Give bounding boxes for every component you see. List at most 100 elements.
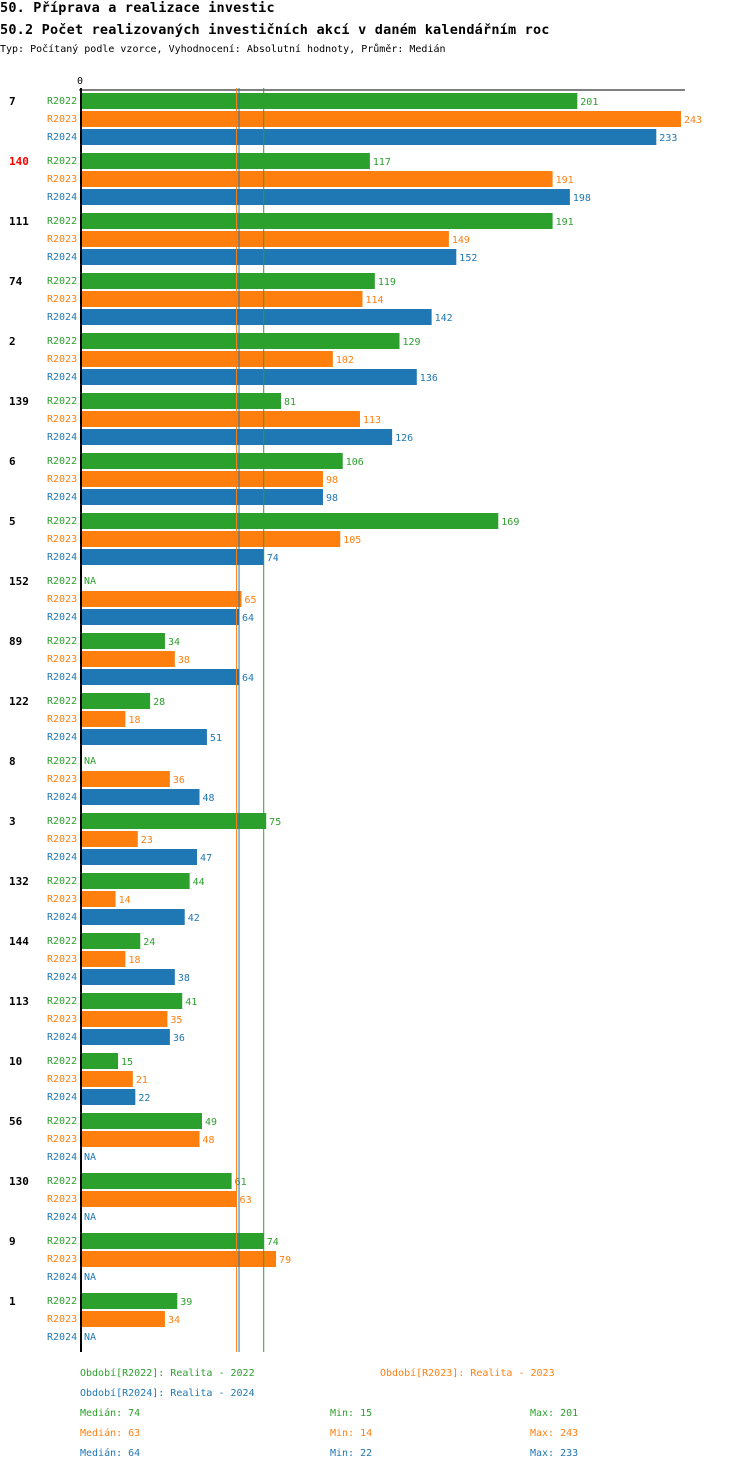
legend-period-2022: Období[R2022]: Realita - 2022 xyxy=(80,1368,255,1379)
na-label: NA xyxy=(84,1212,96,1223)
data-label: 18 xyxy=(128,955,140,966)
series-label: R2024 xyxy=(47,552,77,563)
series-label: R2024 xyxy=(47,612,77,623)
bar xyxy=(82,1071,133,1087)
bar xyxy=(82,1311,165,1327)
bar xyxy=(82,369,417,385)
series-label: R2023 xyxy=(47,1014,77,1025)
series-label: R2024 xyxy=(47,1332,77,1343)
bar xyxy=(82,669,240,685)
bar xyxy=(82,351,333,367)
data-label: 117 xyxy=(373,157,391,168)
bar xyxy=(82,993,183,1009)
data-label: 41 xyxy=(185,997,197,1008)
bar xyxy=(82,189,570,205)
data-label: 38 xyxy=(178,973,190,984)
bar xyxy=(82,273,375,289)
series-label: R2022 xyxy=(47,456,77,467)
data-label: 81 xyxy=(284,397,296,408)
series-label: R2023 xyxy=(47,354,77,365)
category-label: 132 xyxy=(9,875,29,888)
data-label: 28 xyxy=(153,697,165,708)
data-label: 61 xyxy=(235,1177,247,1188)
bar xyxy=(82,453,343,469)
bar xyxy=(82,153,370,169)
data-label: 34 xyxy=(168,1315,180,1326)
bar xyxy=(82,951,126,967)
series-label: R2023 xyxy=(47,234,77,245)
series-label: R2022 xyxy=(47,876,77,887)
bar xyxy=(82,849,198,865)
bar xyxy=(82,909,185,925)
series-label: R2022 xyxy=(47,156,77,167)
data-label: 169 xyxy=(501,517,519,528)
data-label: 44 xyxy=(193,877,205,888)
series-label: R2022 xyxy=(47,1296,77,1307)
series-label: R2024 xyxy=(47,252,77,263)
bar xyxy=(82,633,165,649)
series-label: R2022 xyxy=(47,216,77,227)
x-axis-zero-label: 0 xyxy=(77,76,83,87)
series-label: R2024 xyxy=(47,1212,77,1223)
series-label: R2023 xyxy=(47,774,77,785)
data-label: 98 xyxy=(326,475,338,486)
data-label: 119 xyxy=(378,277,396,288)
category-label: 3 xyxy=(9,815,16,828)
stat-max-2022: Max: 201 xyxy=(530,1408,579,1419)
stat-max-2023: Max: 243 xyxy=(530,1428,579,1439)
data-label: 129 xyxy=(403,337,421,348)
stat-median-2024: Medián: 64 xyxy=(80,1448,141,1459)
bar xyxy=(82,789,200,805)
series-label: R2024 xyxy=(47,312,77,323)
series-label: R2023 xyxy=(47,1314,77,1325)
series-label: R2022 xyxy=(47,336,77,347)
data-label: 98 xyxy=(326,493,338,504)
data-label: 243 xyxy=(684,115,702,126)
series-label: R2024 xyxy=(47,1092,77,1103)
series-label: R2022 xyxy=(47,816,77,827)
series-label: R2022 xyxy=(47,1176,77,1187)
series-label: R2023 xyxy=(47,1074,77,1085)
bar xyxy=(82,969,175,985)
bar xyxy=(82,309,432,325)
data-label: 75 xyxy=(269,817,281,828)
stat-max-2024: Max: 233 xyxy=(530,1448,579,1459)
data-label: 74 xyxy=(267,1237,279,1248)
bar xyxy=(82,111,681,127)
data-label: 105 xyxy=(343,535,361,546)
series-label: R2022 xyxy=(47,276,77,287)
bar xyxy=(82,771,170,787)
series-label: R2022 xyxy=(47,696,77,707)
data-label: 14 xyxy=(119,895,131,906)
stat-min-2023: Min: 14 xyxy=(330,1428,373,1439)
data-label: 191 xyxy=(556,175,574,186)
data-label: 198 xyxy=(573,193,591,204)
stat-min-2024: Min: 22 xyxy=(330,1448,373,1459)
data-label: 152 xyxy=(459,253,477,264)
bar xyxy=(82,591,242,607)
bar xyxy=(82,1131,200,1147)
category-label: 2 xyxy=(9,335,16,348)
series-label: R2024 xyxy=(47,852,77,863)
series-label: R2022 xyxy=(47,96,77,107)
series-label: R2023 xyxy=(47,654,77,665)
data-label: 63 xyxy=(240,1195,252,1206)
na-label: NA xyxy=(84,1272,96,1283)
bar xyxy=(82,549,264,565)
bar xyxy=(82,93,578,109)
data-label: 24 xyxy=(143,937,155,948)
category-label: 122 xyxy=(9,695,29,708)
bar xyxy=(82,1029,170,1045)
series-label: R2023 xyxy=(47,714,77,725)
bar xyxy=(82,471,323,487)
stat-min-2022: Min: 15 xyxy=(330,1408,373,1419)
data-label: 48 xyxy=(203,793,215,804)
chart-title: 50.2 Počet realizovaných investičních ak… xyxy=(0,22,550,38)
data-label: 49 xyxy=(205,1117,217,1128)
data-label: 42 xyxy=(188,913,200,924)
series-label: R2022 xyxy=(47,936,77,947)
data-label: 38 xyxy=(178,655,190,666)
series-label: R2022 xyxy=(47,576,77,587)
data-label: 136 xyxy=(420,373,438,384)
bar xyxy=(82,1113,202,1129)
